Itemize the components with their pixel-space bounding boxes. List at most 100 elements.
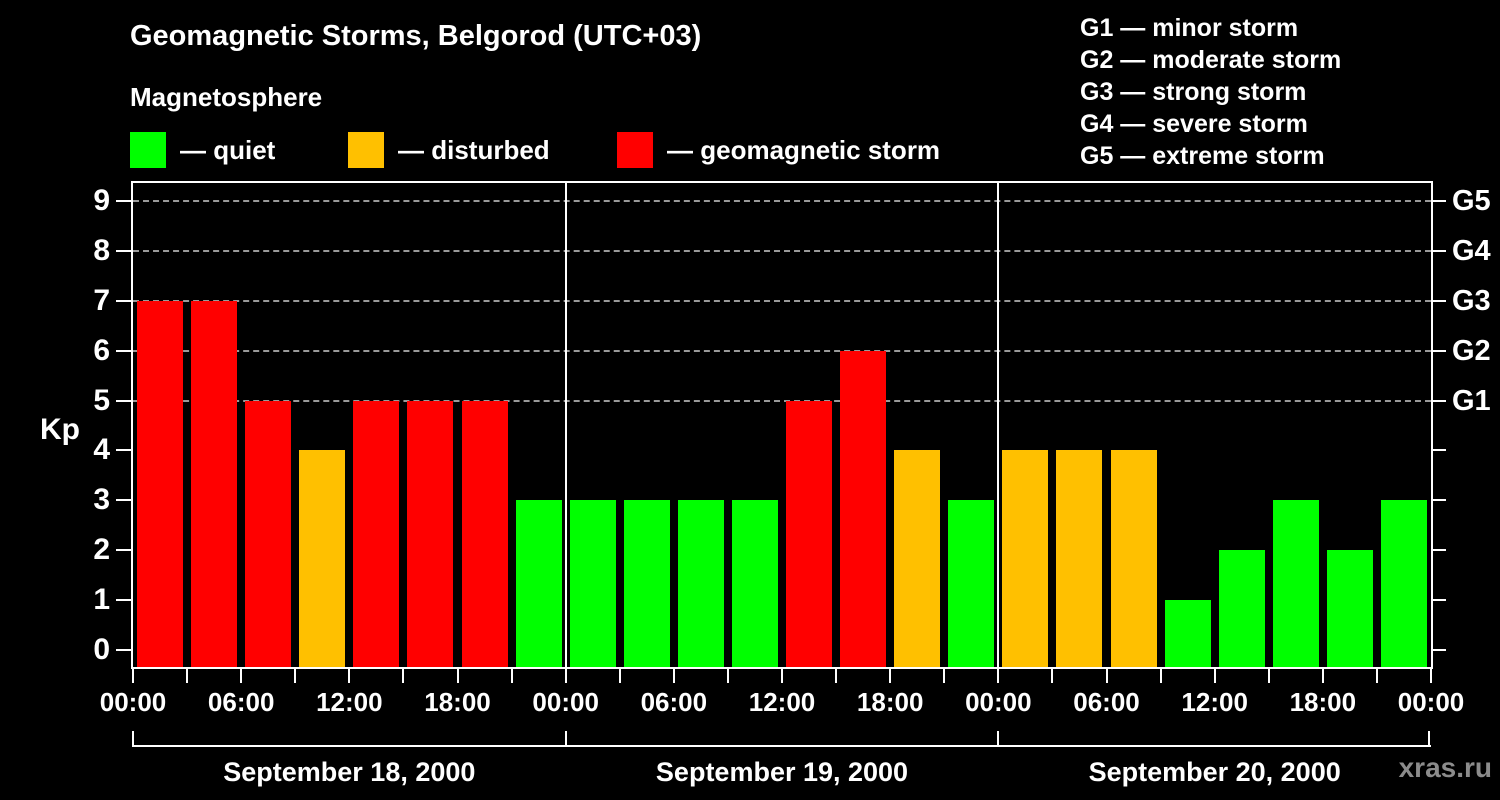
right-axis-tick (1431, 249, 1446, 252)
right-axis-tick (1431, 499, 1446, 502)
x-axis-label: 00:00 (965, 687, 1032, 717)
kp-bar (299, 450, 346, 667)
legend-item-quiet: — quiet (130, 131, 275, 169)
kp-bar (623, 500, 670, 667)
gridline-kp7 (133, 299, 1431, 302)
kp-bar (1380, 500, 1427, 667)
x-axis-label: 06:00 (207, 687, 275, 717)
y-axis-label: 7 (93, 283, 110, 317)
g-scale-line-G3: G3 — strong storm (1080, 78, 1307, 106)
right-axis-tick (1431, 349, 1446, 352)
y-axis-label: 3 (93, 483, 110, 517)
x-axis-tick (997, 669, 1000, 683)
legend-swatch-storm-icon (617, 132, 653, 168)
day-bracket-tick (132, 731, 134, 747)
x-axis-label: 12:00 (316, 687, 383, 717)
date-label: September 18, 2000 (223, 757, 476, 787)
x-axis-label: 00:00 (532, 687, 599, 717)
kp-bar (1218, 550, 1265, 667)
x-axis-tick (294, 669, 297, 683)
y-axis-tick (116, 249, 131, 252)
right-axis-label-G5: G5 (1452, 184, 1491, 217)
g-scale-legend: G1 — minor storm G2 — moderate storm G3 — … (1080, 12, 1341, 172)
gridline-kp5 (133, 399, 1431, 402)
x-axis-tick (672, 669, 675, 683)
right-axis-label-G4: G4 (1452, 234, 1491, 267)
right-axis-tick (1431, 649, 1446, 651)
x-axis-tick (618, 669, 621, 683)
day-separator (565, 183, 567, 667)
right-axis-label-G2: G2 (1452, 334, 1491, 367)
day-bracket-tick (1428, 731, 1430, 747)
x-axis-tick (726, 669, 729, 683)
page-title: Geomagnetic Storms, Belgorod (UTC+03) (130, 20, 702, 52)
legend-item-storm: — geomagnetic storm (617, 131, 940, 169)
x-axis-tick (1267, 669, 1270, 683)
right-axis-tick (1431, 599, 1446, 602)
x-axis-tick (564, 669, 567, 683)
y-axis-tick (116, 399, 131, 402)
kp-bar (353, 400, 400, 667)
right-axis-label-G1: G1 (1452, 384, 1491, 417)
g-scale-line-G2: G2 — moderate storm (1080, 46, 1342, 74)
x-axis-label: 06:00 (640, 687, 708, 717)
y-axis-tick (116, 549, 131, 552)
kp-bar (1272, 500, 1319, 667)
x-axis-tick (510, 669, 513, 683)
legend-item-disturbed: — disturbed (348, 131, 550, 169)
g-scale-line-G4: G4 — severe storm (1080, 110, 1308, 138)
y-axis-tick (116, 199, 131, 202)
kp-bar (191, 300, 238, 667)
day-bracket-line (133, 745, 1431, 747)
x-axis-tick (456, 669, 459, 683)
y-axis-label: 9 (93, 183, 110, 217)
x-axis-tick (889, 669, 892, 683)
y-axis-title: Kp (40, 413, 80, 446)
right-axis-tick (1431, 199, 1446, 202)
kp-bar (407, 400, 454, 667)
x-axis-tick (781, 669, 783, 683)
legend-swatch-disturbed-icon (348, 132, 384, 168)
kp-bar (731, 500, 778, 667)
x-axis-label: 12:00 (1181, 687, 1248, 717)
date-label: September 20, 2000 (1088, 757, 1341, 787)
status-legend: — quiet — disturbed — geomagnetic storm (0, 131, 1500, 171)
x-axis-tick (186, 669, 189, 683)
gridline-kp6 (133, 349, 1431, 352)
right-axis-label-G3: G3 (1452, 284, 1491, 317)
kp-bar (515, 500, 562, 667)
x-axis-tick (1375, 669, 1378, 683)
y-axis-label: 5 (93, 383, 110, 417)
x-axis-tick (1321, 669, 1324, 683)
x-axis-label: 18:00 (856, 687, 924, 717)
date-label: September 19, 2000 (655, 757, 909, 787)
y-axis-tick (116, 349, 131, 352)
g-scale-line-G1: G1 — minor storm (1080, 14, 1299, 42)
x-axis-label: 12:00 (748, 687, 816, 717)
y-axis-label: 1 (93, 583, 110, 617)
y-axis-label: 2 (93, 533, 110, 567)
y-axis-tick (116, 449, 131, 452)
right-axis-tick (1431, 299, 1446, 302)
x-axis-label: 00:00 (1397, 687, 1465, 717)
y-axis-tick (116, 299, 131, 302)
kp-bar (569, 500, 616, 667)
kp-bar (137, 300, 184, 667)
x-axis-tick (1430, 669, 1432, 683)
x-axis-tick (1051, 669, 1054, 683)
legend-label: — quiet (180, 134, 276, 165)
gridline-kp8 (133, 249, 1431, 252)
gridline-kp9 (133, 199, 1431, 202)
kp-bar (245, 400, 292, 667)
y-axis-tick (116, 499, 131, 502)
x-axis-tick (1213, 669, 1216, 683)
kp-bar (1002, 450, 1049, 667)
x-axis-tick (1159, 669, 1162, 683)
day-bracket-tick (564, 731, 567, 747)
kp-bar (894, 450, 941, 667)
y-axis-tick (116, 599, 131, 602)
legend-label: — disturbed (398, 134, 550, 165)
x-axis-tick (943, 669, 946, 683)
x-axis-label: 18:00 (424, 687, 491, 717)
